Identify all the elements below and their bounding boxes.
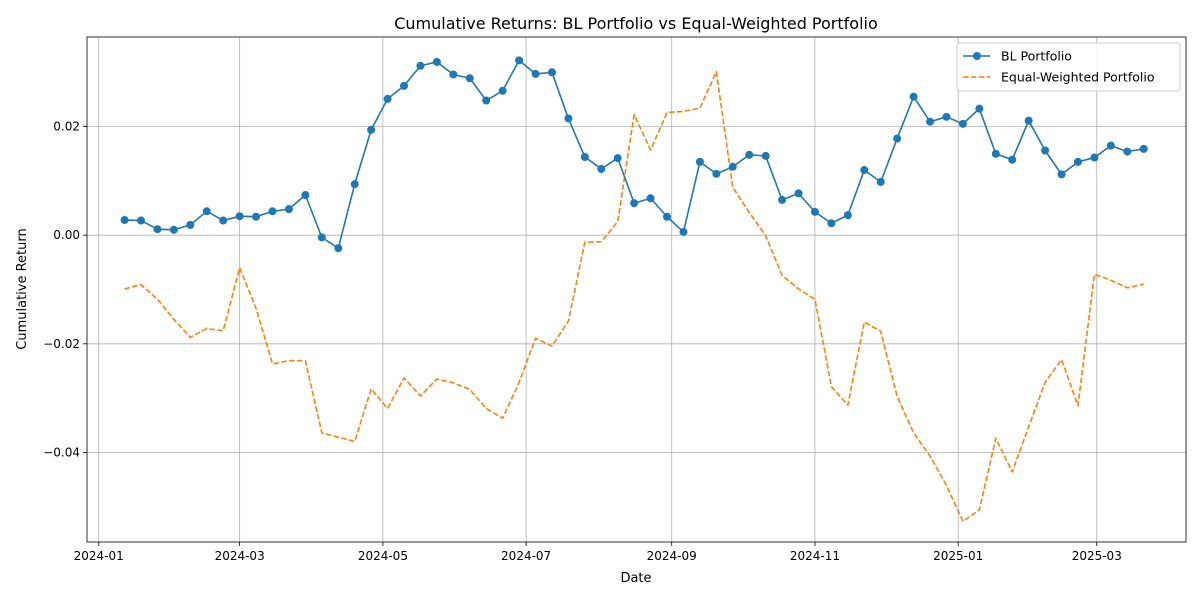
bl-portfolio-point [202,207,211,216]
bl-portfolio-point [186,220,195,229]
bl-portfolio-point [893,134,902,143]
bl-portfolio-point [334,244,343,253]
bl-portfolio-point [712,169,721,178]
legend: BL Portfolio Equal-Weighted Portfolio [956,42,1181,92]
y-axis-label: Cumulative Return [15,228,30,349]
bl-portfolio-point [695,157,704,166]
bl-portfolio-point [153,225,162,234]
bl-portfolio-point [843,211,852,220]
bl-portfolio-point [1024,116,1033,125]
bl-portfolio-point [235,212,244,221]
legend-ew-label: Equal-Weighted Portfolio [1001,70,1154,85]
legend-bl-label: BL Portfolio [1001,49,1072,64]
bl-portfolio-point [613,154,622,163]
grid-lines [87,37,1186,542]
bl-portfolio-point [991,149,1000,158]
bl-portfolio-point [926,117,935,126]
bl-portfolio-point [383,94,392,103]
bl-portfolio-point [284,205,293,214]
bl-portfolio-point [301,191,310,200]
x-axis: 2024-01 2024-03 2024-05 2024-07 2024-09 2024-… [74,542,1122,563]
bl-portfolio-point [416,61,425,70]
bl-portfolio-point [761,151,770,160]
bl-portfolio-point [350,180,359,189]
bl-portfolio-point [268,207,277,216]
bl-portfolio-point [515,56,524,65]
x-tick-label: 2024-09 [647,549,697,563]
bl-portfolio-point [663,212,672,221]
x-tick-label: 2024-05 [358,549,408,563]
bl-portfolio-point [367,125,376,134]
y-tick-label: −0.04 [43,445,80,459]
bl-portfolio-point [1139,144,1148,153]
equal-weighted-line [124,70,1144,523]
bl-portfolio-point [498,86,507,95]
bl-portfolio-point [1073,157,1082,166]
x-tick-label: 2024-03 [215,549,265,563]
bl-portfolio-point [810,207,819,216]
bl-portfolio-point [482,96,491,105]
plot-area [87,37,1186,542]
bl-portfolio-point [630,199,639,208]
bl-portfolio-point [169,225,178,234]
bl-portfolio-point [909,92,918,101]
legend-box [956,42,1181,92]
bl-portfolio-point [317,233,326,242]
bl-portfolio-point [219,216,228,225]
bl-portfolio-point [120,215,129,224]
bl-portfolio-point [860,166,869,175]
bl-portfolio-point [531,69,540,78]
bl-portfolio-point [827,219,836,228]
y-tick-label: −0.02 [43,337,80,351]
bl-portfolio-point [1090,153,1099,162]
bl-portfolio-point [137,216,146,225]
legend-bl-marker [973,52,981,60]
bl-portfolio-point [580,153,589,162]
x-axis-label: Date [620,571,651,586]
bl-portfolio-point [646,194,655,203]
x-tick-label: 2024-11 [790,549,840,563]
bl-portfolio-point [745,150,754,159]
x-tick-label: 2024-07 [501,549,551,563]
bl-portfolio-point [1106,141,1115,150]
bl-portfolio-point [547,68,556,77]
bl-portfolio-point [465,74,474,83]
bl-portfolio-point [778,195,787,204]
bl-portfolio-point [400,81,409,90]
bl-portfolio-point [597,164,606,173]
bl-portfolio-point [564,114,573,123]
bl-portfolio-point [252,212,261,221]
bl-portfolio-point [942,112,951,121]
y-axis: −0.04 −0.02 0.00 0.02 [43,120,87,459]
bl-portfolio-point [728,162,737,171]
x-tick-label: 2025-03 [1072,549,1122,563]
bl-portfolio-point [1041,146,1050,155]
bl-portfolio-point [449,70,458,79]
bl-portfolio-point [1008,155,1017,164]
bl-portfolio-point [958,119,967,128]
bl-portfolio-point [794,189,803,198]
y-tick-label: 0.02 [53,120,80,134]
bl-portfolio-point [975,104,984,113]
bl-portfolio-point [432,57,441,66]
x-tick-label: 2025-01 [933,549,983,563]
bl-portfolio-point [1123,147,1132,156]
series-layer [120,56,1148,523]
chart-title: Cumulative Returns: BL Portfolio vs Equa… [394,14,878,33]
y-tick-label: 0.00 [53,228,80,242]
bl-portfolio-point [1057,170,1066,179]
plot-frame [86,36,1187,543]
bl-portfolio-point [679,227,688,236]
x-tick-label: 2024-01 [74,549,124,563]
bl-portfolio-point [876,177,885,186]
